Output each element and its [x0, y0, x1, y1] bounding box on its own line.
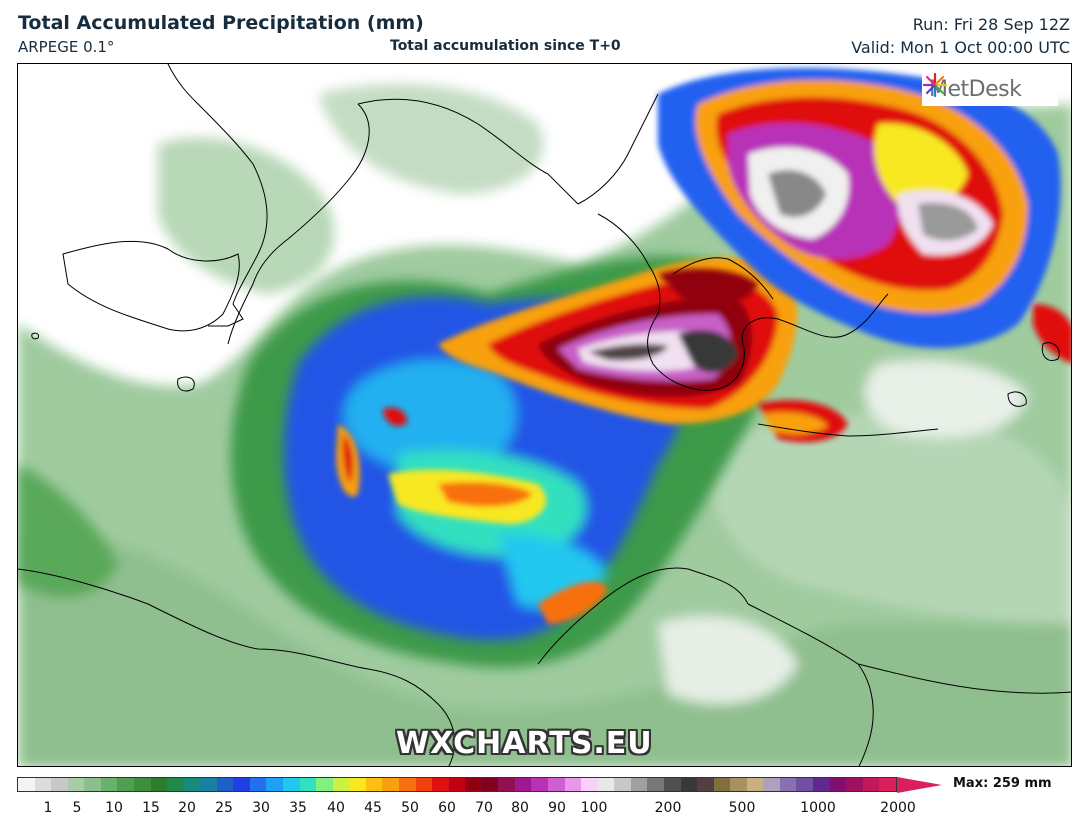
colorbar-tick-label: 15 [142, 800, 160, 816]
colorbar-swatch [167, 778, 184, 791]
colorbar-swatch [796, 778, 813, 791]
colorbar-swatch [763, 778, 780, 791]
colorbar-tick-label: 40 [327, 800, 345, 816]
colorbar-swatch [514, 778, 532, 791]
colorbar-swatch [117, 778, 134, 791]
colorbar-swatch [51, 778, 68, 791]
colorbar-swatch [697, 778, 714, 791]
colorbar-swatch [34, 778, 52, 791]
colorbar-swatch [316, 778, 333, 791]
run-time: Run: Fri 28 Sep 12Z [912, 15, 1070, 34]
colorbar-tick-label: 20 [178, 800, 196, 816]
colorbar-tick-label: 90 [548, 800, 566, 816]
colorbar-swatch [730, 778, 747, 791]
colorbar-tick-label: 500 [728, 800, 756, 816]
colorbar-swatch [746, 778, 764, 791]
colorbar-swatch [67, 778, 85, 791]
colorbar-swatch [531, 778, 548, 791]
colorbar-swatch [879, 778, 896, 791]
colorbar-swatch [283, 778, 300, 791]
colorbar-tick-label: 45 [364, 800, 382, 816]
precipitation-field [18, 64, 1071, 766]
max-label: Max: 259 mm [953, 776, 1052, 791]
colorbar-tick-label: 1000 [800, 800, 836, 816]
colorbar-tick-label: 60 [438, 800, 456, 816]
colorbar-tick-label: 100 [580, 800, 608, 816]
colorbar-swatch [432, 778, 449, 791]
colorbar-tick-label: 1 [43, 800, 53, 816]
colorbar-swatch [630, 778, 648, 791]
chart-title: Total Accumulated Precipitation (mm) [18, 12, 424, 34]
colorbar-tick-label: 5 [72, 800, 82, 816]
colorbar-swatch [498, 778, 515, 791]
colorbar-tick-label: 2000 [880, 800, 916, 816]
colorbar-swatch [216, 778, 234, 791]
colorbar-swatch [150, 778, 168, 791]
metdesk-burst-icon [922, 72, 948, 98]
valid-time: Valid: Mon 1 Oct 00:00 UTC [851, 38, 1070, 57]
colorbar-swatch [398, 778, 416, 791]
colorbar-swatch [680, 778, 698, 791]
watermark: WXCHARTS.EU [396, 726, 653, 761]
colorbar-swatch [233, 778, 250, 791]
colorbar-swatch [713, 778, 731, 791]
colorbar-swatch [614, 778, 631, 791]
colorbar-swatch [862, 778, 880, 791]
colorbar-swatch [133, 778, 151, 791]
colorbar [17, 777, 897, 792]
chart-subtitle: Total accumulation since T+0 [390, 38, 621, 54]
colorbar-swatch [332, 778, 350, 791]
colorbar-swatch [581, 778, 598, 791]
colorbar-swatch [266, 778, 283, 791]
colorbar-swatch [100, 778, 118, 791]
colorbar-swatch [829, 778, 847, 791]
colorbar-tick-label: 70 [475, 800, 493, 816]
colorbar-swatch [448, 778, 466, 791]
metdesk-logo: MetDesk [922, 72, 1058, 106]
colorbar-swatch [481, 778, 499, 791]
colorbar-arrow [897, 777, 942, 793]
colorbar-swatch [365, 778, 383, 791]
colorbar-swatch [663, 778, 681, 791]
colorbar-swatch [597, 778, 615, 791]
colorbar-swatch [84, 778, 101, 791]
colorbar-swatch [779, 778, 797, 791]
colorbar-tick-label: 80 [511, 800, 529, 816]
logo-text: MetDesk [929, 76, 1022, 102]
colorbar-swatch [299, 778, 317, 791]
colorbar-swatch [465, 778, 482, 791]
colorbar-swatch [349, 778, 366, 791]
colorbar-swatch [200, 778, 217, 791]
colorbar-swatch [382, 778, 399, 791]
colorbar-swatch [846, 778, 863, 791]
colorbar-tick-label: 30 [252, 800, 270, 816]
colorbar-tick-label: 35 [289, 800, 307, 816]
colorbar-swatch [813, 778, 830, 791]
colorbar-swatch [564, 778, 582, 791]
colorbar-tick-label: 50 [401, 800, 419, 816]
colorbar-swatch [183, 778, 201, 791]
model-name: ARPEGE 0.1° [18, 38, 115, 56]
colorbar-swatch [18, 778, 35, 791]
precipitation-map: MetDesk WXCHARTS.EU [17, 63, 1072, 767]
colorbar-swatch [548, 778, 565, 791]
colorbar-tick-label: 25 [215, 800, 233, 816]
colorbar-swatch [415, 778, 433, 791]
colorbar-swatch [647, 778, 664, 791]
colorbar-tick-label: 10 [105, 800, 123, 816]
colorbar-tick-label: 200 [654, 800, 682, 816]
colorbar-swatch [249, 778, 267, 791]
